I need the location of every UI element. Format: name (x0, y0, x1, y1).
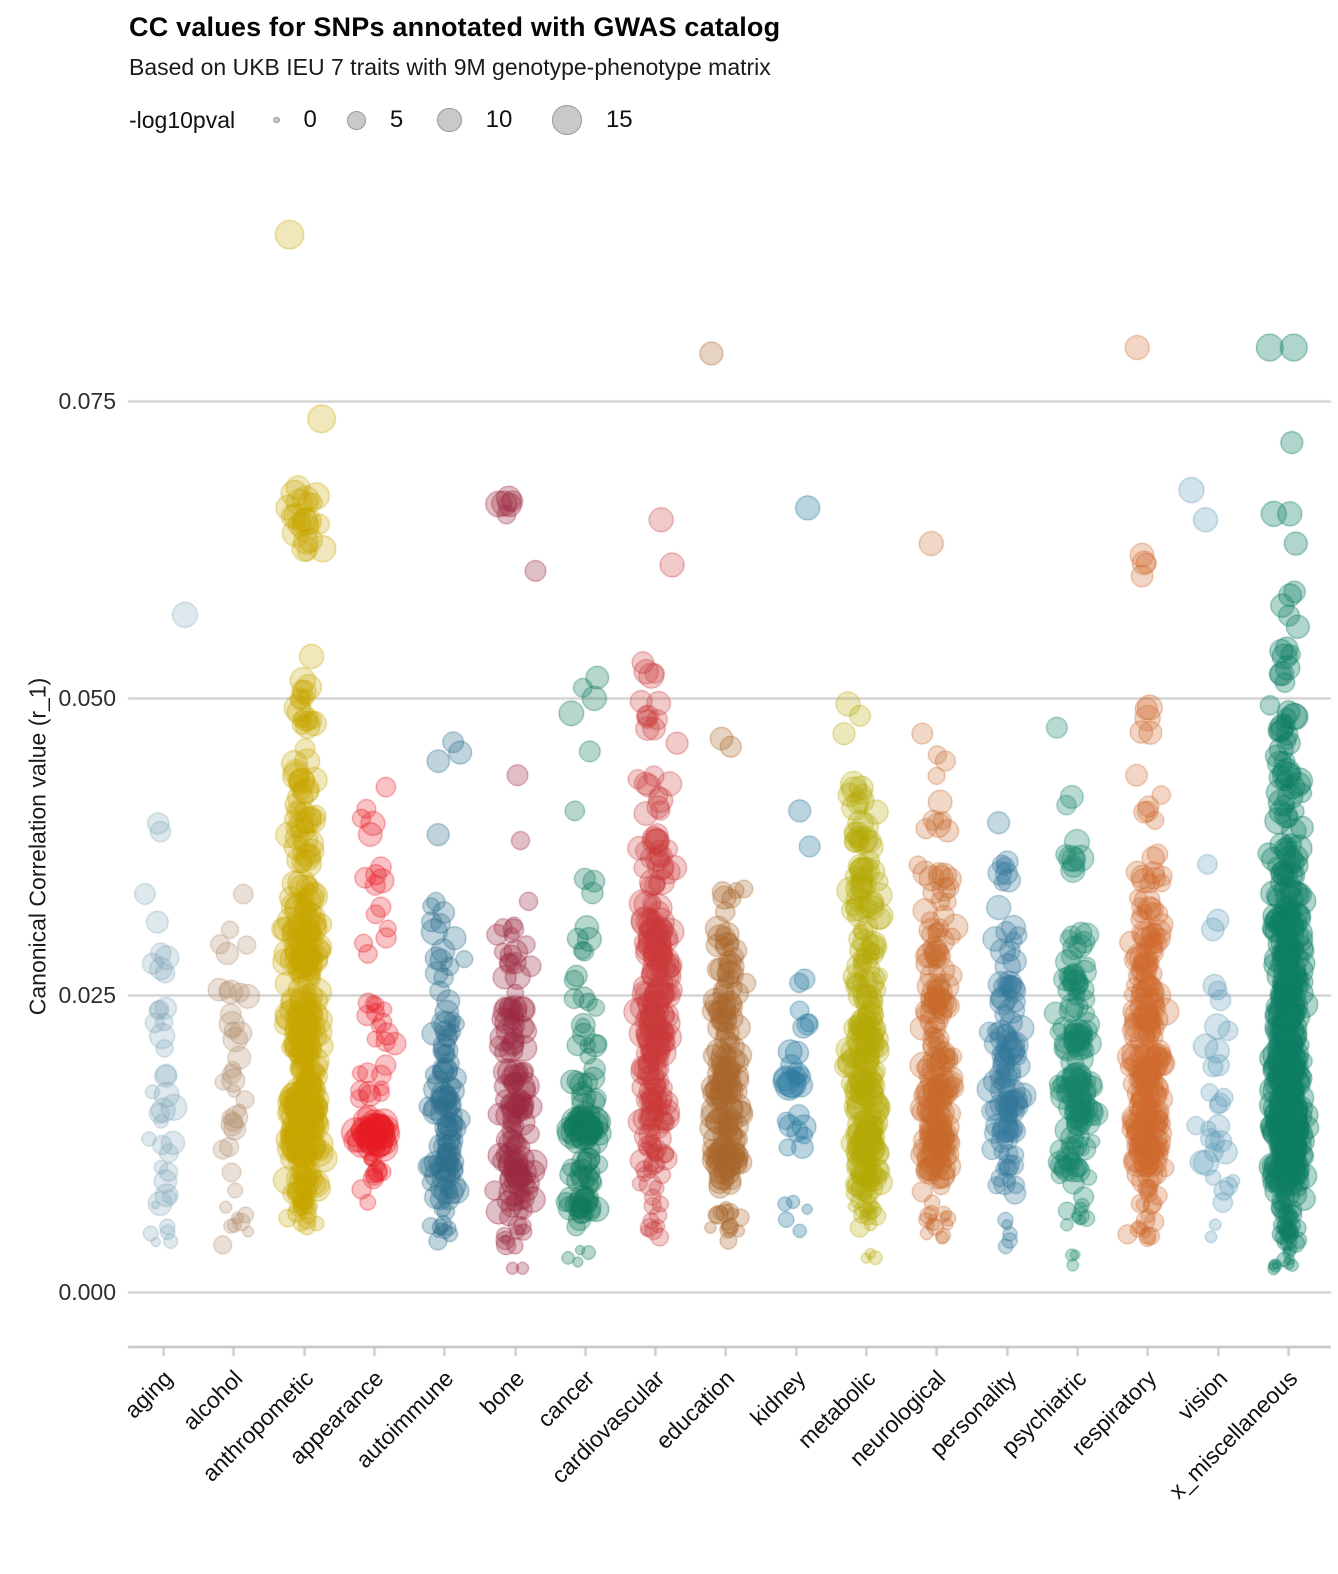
y-tick-label: 0.075 (58, 388, 116, 414)
legend-size-circle (552, 105, 582, 135)
legend-items: 0 5 10 15 (235, 105, 633, 135)
legend-size-value: 10 (485, 106, 513, 133)
legend-item: 10 (403, 106, 512, 134)
y-tick-label: 0.050 (58, 685, 116, 711)
y-tick-label: 0.025 (58, 982, 116, 1008)
y-tick-label: 0.000 (58, 1279, 116, 1305)
legend-size-circle (437, 107, 462, 133)
chart-subtitle: Based on UKB IEU 7 traits with 9M genoty… (129, 54, 771, 80)
legend-item: 15 (512, 105, 633, 135)
legend-size-value: 15 (605, 106, 633, 133)
legend-size-value: 5 (389, 106, 404, 133)
legend-size-circle (273, 116, 280, 124)
legend-title: -log10pval (129, 106, 236, 133)
chart-title: CC values for SNPs annotated with GWAS c… (129, 12, 781, 42)
legend-item: 5 (317, 106, 403, 134)
legend-size-circle (346, 110, 366, 130)
legend-size-value: 0 (303, 106, 317, 133)
size-legend: -log10pval 0 5 10 15 (129, 96, 633, 144)
y-axis-title: Canonical Correlation value (r_1) (24, 677, 51, 1016)
legend-item: 0 (235, 106, 317, 134)
